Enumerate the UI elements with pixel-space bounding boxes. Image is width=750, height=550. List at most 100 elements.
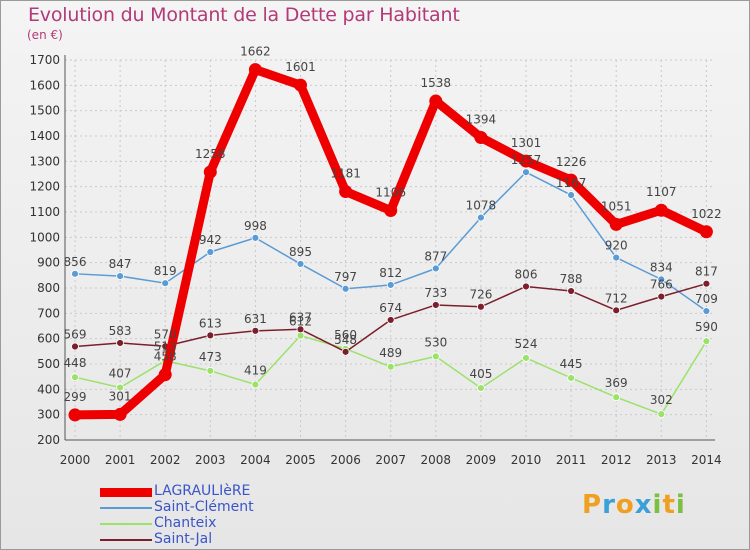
data-point xyxy=(702,279,711,288)
y-tick-label: 1700 xyxy=(29,53,60,67)
data-label: 1022 xyxy=(691,207,722,221)
data-label: 834 xyxy=(650,260,673,274)
y-tick-label: 700 xyxy=(37,306,60,320)
data-label: 1257 xyxy=(511,153,542,167)
data-label: 513 xyxy=(154,340,177,354)
y-tick-label: 1200 xyxy=(29,180,60,194)
legend-item-saint-clement: Saint-Clément xyxy=(100,499,360,516)
data-point xyxy=(203,165,217,179)
legend-swatch-saint-clement xyxy=(100,507,152,509)
data-point xyxy=(68,408,82,422)
chart-subtitle: (en €) xyxy=(27,28,63,42)
data-point xyxy=(206,248,215,256)
data-point xyxy=(429,94,443,108)
data-label: 920 xyxy=(605,239,628,253)
data-label: 856 xyxy=(64,255,87,269)
data-label: 1167 xyxy=(556,176,587,190)
data-point xyxy=(567,374,575,382)
data-point xyxy=(206,366,215,375)
data-point xyxy=(564,173,578,187)
data-label: 766 xyxy=(650,278,673,292)
data-point xyxy=(657,410,666,419)
logo-letter: i xyxy=(675,490,686,520)
data-label: 877 xyxy=(424,249,447,263)
data-point xyxy=(702,337,711,346)
logo-letter: r xyxy=(602,490,616,520)
data-point xyxy=(612,393,621,402)
data-label: 570 xyxy=(154,327,177,341)
x-tick-label: 2005 xyxy=(285,453,316,467)
data-label: 1107 xyxy=(646,185,677,199)
y-tick-label: 900 xyxy=(37,256,60,270)
x-tick-label: 2008 xyxy=(421,453,452,467)
data-point xyxy=(248,63,262,77)
data-label: 637 xyxy=(289,310,312,324)
data-label: 448 xyxy=(64,356,87,370)
data-point xyxy=(296,325,305,334)
logo-letter: P xyxy=(582,490,603,520)
data-label: 1181 xyxy=(330,166,361,180)
data-point xyxy=(251,326,260,335)
data-point xyxy=(341,284,350,293)
data-label: 590 xyxy=(695,320,718,334)
data-point xyxy=(657,275,666,284)
data-label: 819 xyxy=(154,264,177,278)
data-label: 1394 xyxy=(466,113,497,127)
data-label: 1662 xyxy=(240,45,271,59)
x-tick-label: 2012 xyxy=(601,453,632,467)
x-tick-label: 2000 xyxy=(60,453,91,467)
data-label: 419 xyxy=(244,364,267,378)
y-tick-label: 1400 xyxy=(29,129,60,143)
data-label: 709 xyxy=(695,292,718,306)
data-label: 569 xyxy=(64,328,87,342)
data-point xyxy=(339,184,353,198)
data-point xyxy=(113,407,127,421)
data-point xyxy=(296,260,305,268)
data-point xyxy=(251,380,260,389)
y-tick-label: 1300 xyxy=(29,154,60,168)
data-label: 489 xyxy=(379,346,402,360)
legend-label-lagrauliere: LAGRAULIèRE xyxy=(154,483,251,499)
data-point xyxy=(71,342,79,351)
data-point xyxy=(522,354,530,362)
data-label: 895 xyxy=(289,245,312,259)
legend-label-chanteix: Chanteix xyxy=(154,515,217,531)
data-label: 369 xyxy=(605,376,628,390)
legend-swatch-saint-jal xyxy=(100,539,152,541)
y-tick-label: 600 xyxy=(37,332,60,346)
data-label: 405 xyxy=(469,367,492,381)
data-point xyxy=(384,203,398,217)
data-label: 806 xyxy=(515,267,538,281)
data-label: 1538 xyxy=(421,76,452,90)
data-point xyxy=(116,272,124,280)
data-point xyxy=(431,264,440,273)
data-label: 726 xyxy=(469,288,492,302)
y-tick-label: 400 xyxy=(37,382,60,396)
data-point xyxy=(609,217,623,231)
data-label: 817 xyxy=(695,265,718,279)
data-point xyxy=(294,78,307,92)
data-point xyxy=(699,225,713,239)
y-tick-label: 1500 xyxy=(29,104,60,118)
data-point xyxy=(612,253,621,262)
data-label: 812 xyxy=(379,266,402,280)
data-point xyxy=(71,269,79,278)
data-label: 1106 xyxy=(375,185,406,199)
data-point xyxy=(116,383,124,392)
legend-item-saint-jal: Saint-Jal xyxy=(100,531,360,548)
data-label: 530 xyxy=(424,335,447,349)
data-point xyxy=(206,331,215,340)
data-point xyxy=(567,287,575,295)
x-tick-label: 2013 xyxy=(646,453,677,467)
data-point xyxy=(161,279,170,288)
data-label: 524 xyxy=(515,337,538,351)
data-label: 631 xyxy=(244,312,267,326)
y-tick-label: 800 xyxy=(37,281,60,295)
data-label: 301 xyxy=(109,389,132,403)
y-tick-label: 200 xyxy=(37,433,60,447)
logo-letter: o xyxy=(615,490,635,520)
data-label: 1258 xyxy=(195,147,226,161)
data-point xyxy=(567,191,575,199)
data-label: 548 xyxy=(334,333,357,347)
